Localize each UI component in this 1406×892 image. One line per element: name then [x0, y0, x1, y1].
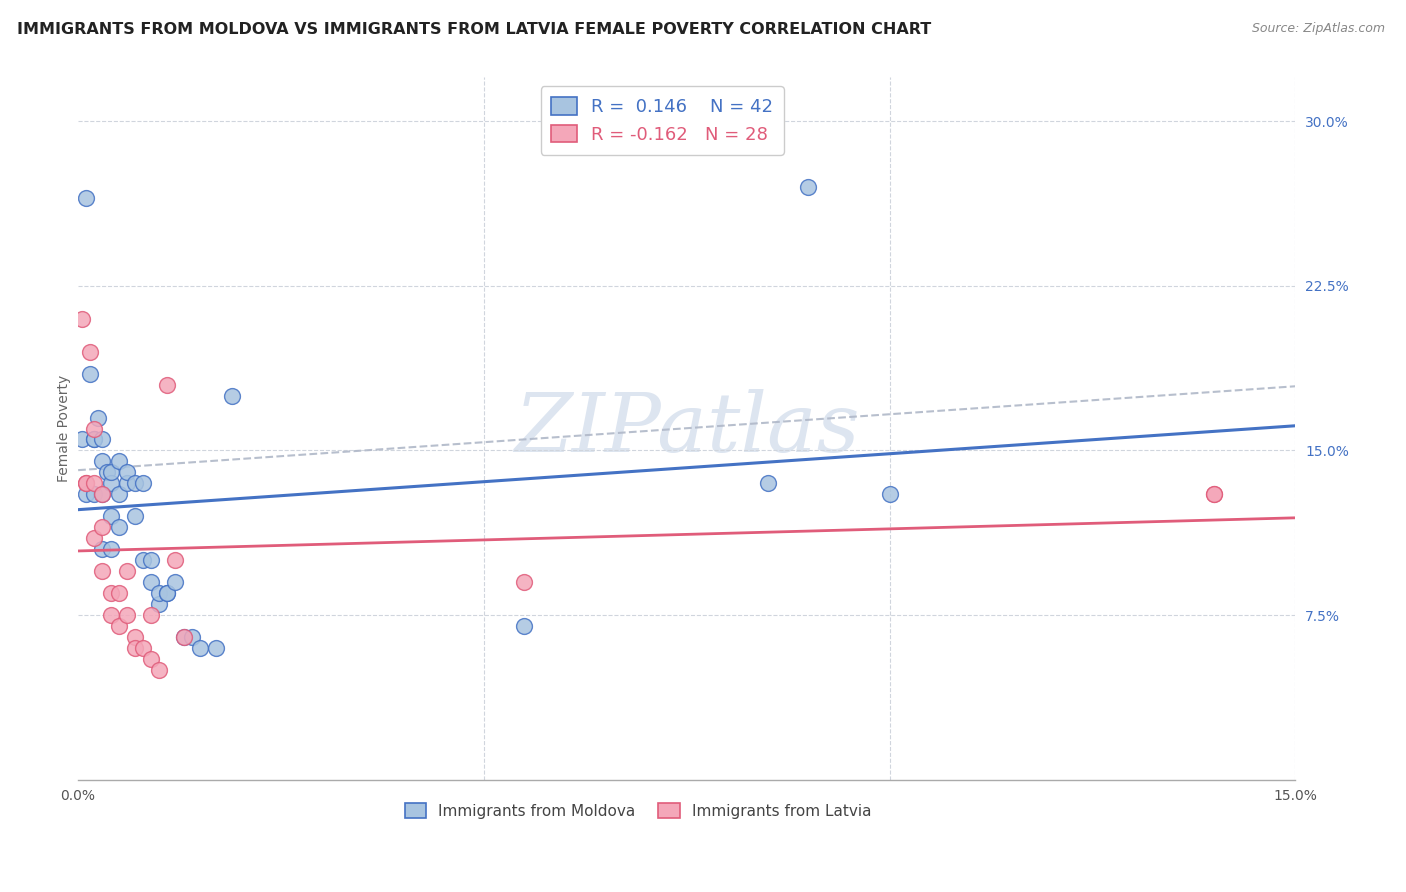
Point [132, 640, 155, 655]
Point [83, 487, 105, 501]
Point [141, 575, 163, 590]
Point [141, 652, 163, 666]
Point [148, 586, 170, 600]
Point [132, 476, 155, 491]
Point [87, 410, 110, 425]
Point [91, 433, 114, 447]
Point [70, 433, 93, 447]
Point [107, 454, 129, 468]
Point [75, 191, 97, 205]
Point [115, 476, 138, 491]
Point [83, 433, 105, 447]
Point [513, 575, 536, 590]
Point [756, 476, 779, 491]
Point [100, 586, 122, 600]
Point [91, 564, 114, 578]
Point [107, 586, 129, 600]
Point [221, 389, 243, 403]
Point [124, 509, 146, 524]
Point [156, 586, 179, 600]
Text: IMMIGRANTS FROM MOLDOVA VS IMMIGRANTS FROM LATVIA FEMALE POVERTY CORRELATION CHA: IMMIGRANTS FROM MOLDOVA VS IMMIGRANTS FR… [17, 22, 931, 37]
Point [148, 597, 170, 611]
Point [205, 640, 228, 655]
Y-axis label: Female Poverty: Female Poverty [58, 375, 72, 483]
Point [91, 454, 114, 468]
Point [115, 564, 138, 578]
Legend: Immigrants from Moldova, Immigrants from Latvia: Immigrants from Moldova, Immigrants from… [398, 797, 877, 824]
Point [141, 553, 163, 567]
Point [70, 311, 93, 326]
Point [75, 487, 97, 501]
Point [91, 542, 114, 557]
Point [797, 180, 820, 194]
Point [115, 608, 138, 623]
Point [83, 531, 105, 545]
Point [156, 377, 179, 392]
Point [91, 487, 114, 501]
Point [100, 509, 122, 524]
Point [91, 487, 114, 501]
Point [148, 663, 170, 677]
Point [79, 344, 101, 359]
Point [141, 608, 163, 623]
Point [132, 553, 155, 567]
Text: Source: ZipAtlas.com: Source: ZipAtlas.com [1251, 22, 1385, 36]
Point [100, 466, 122, 480]
Point [83, 433, 105, 447]
Point [173, 630, 195, 644]
Point [188, 640, 211, 655]
Point [165, 575, 187, 590]
Point [79, 367, 101, 381]
Point [879, 487, 901, 501]
Point [107, 520, 129, 534]
Point [156, 586, 179, 600]
Point [91, 520, 114, 534]
Point [83, 421, 105, 435]
Point [107, 619, 129, 633]
Point [100, 542, 122, 557]
Point [100, 608, 122, 623]
Point [75, 476, 97, 491]
Point [124, 640, 146, 655]
Point [107, 487, 129, 501]
Point [124, 476, 146, 491]
Point [115, 466, 138, 480]
Point [1204, 487, 1226, 501]
Point [1204, 487, 1226, 501]
Point [75, 476, 97, 491]
Point [96, 466, 118, 480]
Point [165, 553, 187, 567]
Point [124, 630, 146, 644]
Point [83, 476, 105, 491]
Point [100, 476, 122, 491]
Point [180, 630, 202, 644]
Text: ZIPatlas: ZIPatlas [515, 389, 859, 468]
Point [513, 619, 536, 633]
Point [173, 630, 195, 644]
